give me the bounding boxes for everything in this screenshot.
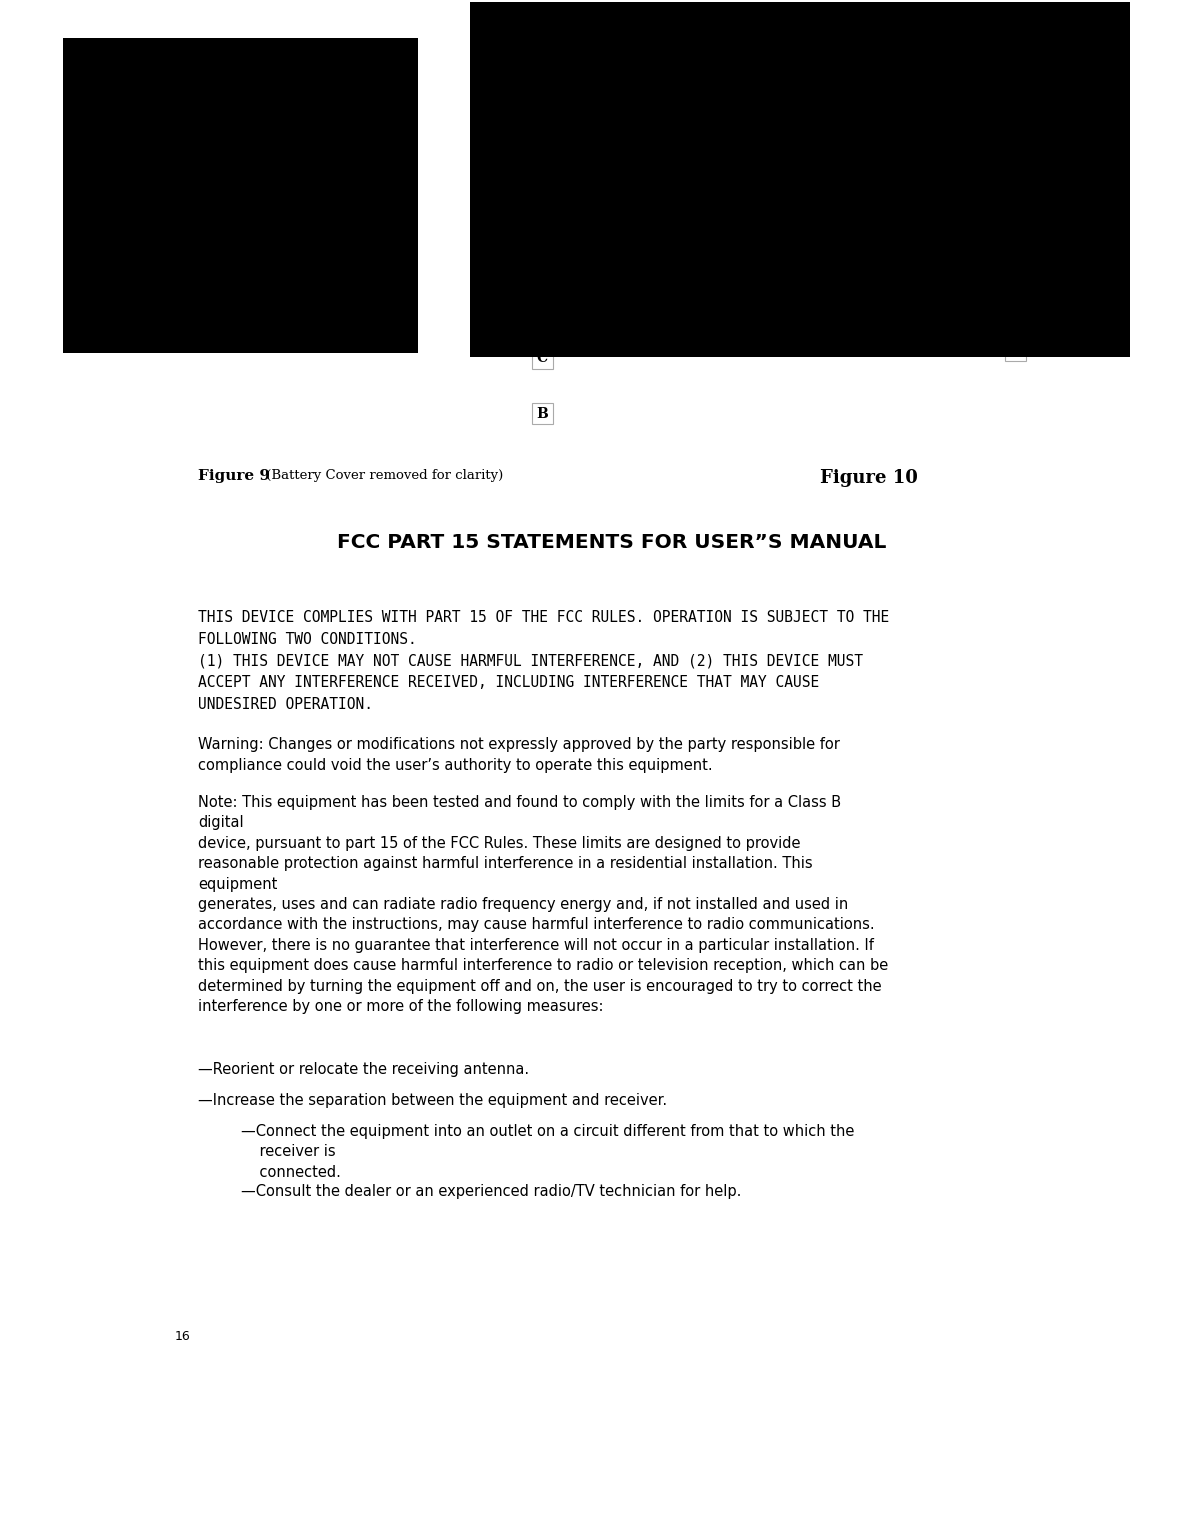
Text: —Connect the equipment into an outlet on a circuit different from that to which : —Connect the equipment into an outlet on…	[241, 1123, 854, 1180]
Text: Note: This equipment has been tested and found to comply with the limits for a C: Note: This equipment has been tested and…	[198, 796, 889, 1013]
Text: Warning: Changes or modifications not expressly approved by the party responsibl: Warning: Changes or modifications not ex…	[198, 738, 840, 773]
FancyBboxPatch shape	[1006, 340, 1026, 361]
Text: FCC PART 15 STATEMENTS FOR USER”S MANUAL: FCC PART 15 STATEMENTS FOR USER”S MANUAL	[336, 533, 886, 552]
Text: E: E	[537, 282, 548, 296]
Text: —Consult the dealer or an experienced radio/TV technician for help.: —Consult the dealer or an experienced ra…	[241, 1184, 741, 1199]
Text: —Reorient or relocate the receiving antenna.: —Reorient or relocate the receiving ante…	[198, 1062, 528, 1077]
Text: Figure 9: Figure 9	[198, 469, 270, 483]
Text: THIS DEVICE COMPLIES WITH PART 15 OF THE FCC RULES. OPERATION IS SUBJECT TO THE
: THIS DEVICE COMPLIES WITH PART 15 OF THE…	[198, 610, 889, 712]
FancyBboxPatch shape	[532, 404, 552, 424]
FancyBboxPatch shape	[532, 347, 552, 369]
Text: —Increase the separation between the equipment and receiver.: —Increase the separation between the equ…	[198, 1093, 667, 1108]
Text: B: B	[536, 407, 548, 421]
Text: D: D	[1009, 344, 1021, 358]
Text: Figure 10: Figure 10	[820, 469, 917, 488]
Text: (Battery Cover removed for clarity): (Battery Cover removed for clarity)	[261, 469, 502, 482]
Text: C: C	[537, 352, 548, 366]
FancyBboxPatch shape	[385, 201, 406, 223]
FancyBboxPatch shape	[532, 279, 552, 300]
Text: 16: 16	[174, 1329, 191, 1343]
Text: A: A	[390, 206, 401, 219]
